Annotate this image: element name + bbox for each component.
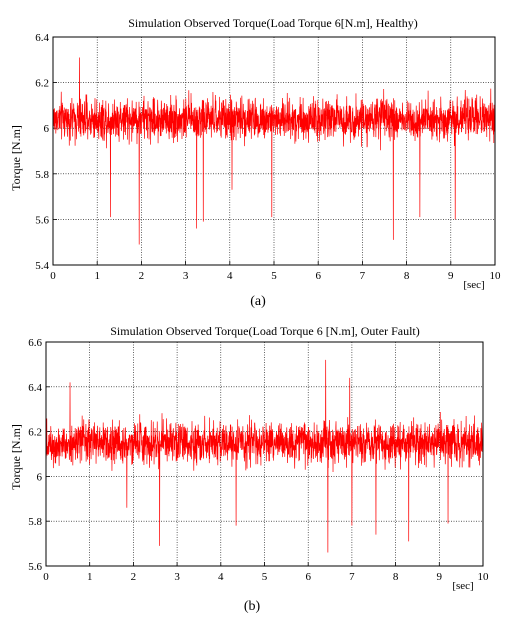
y-tick-label: 6 (37, 471, 43, 483)
x-tick-label: 10 (478, 571, 490, 583)
y-tick-label: 5.8 (35, 169, 49, 181)
series-line (52, 57, 496, 245)
y-tick-label: 5.6 (28, 561, 42, 573)
x-axis-unit: [sec] (463, 279, 484, 291)
x-tick-label: 9 (437, 571, 443, 583)
chart-panel-a: Simulation Observed Torque(Load Torque 6… (9, 16, 501, 309)
y-axis-label: Torque [N.m] (9, 125, 23, 191)
x-tick-label: 1 (94, 270, 100, 282)
plot-area: 0 1 2 3 4 5 6 7 8 9 10 5.4 5.6 5.8 6 6.2 6.4 (35, 32, 501, 282)
y-tick-label: 5.8 (28, 516, 42, 528)
x-tick-label: 2 (139, 270, 145, 282)
x-tick-label: 5 (271, 270, 277, 282)
y-tick-label: 6.2 (35, 78, 49, 90)
x-tick-label: 4 (218, 571, 224, 583)
x-tick-label: 0 (43, 571, 49, 583)
y-tick-label: 6.2 (28, 427, 42, 439)
x-tick-label: 10 (490, 270, 502, 282)
y-tick-label: 6.4 (35, 32, 49, 44)
chart-title: Simulation Observed Torque(Load Torque 6… (128, 16, 417, 30)
x-tick-label: 6 (315, 270, 321, 282)
x-tick-label: 7 (349, 571, 355, 583)
x-tick-label: 7 (360, 270, 366, 282)
subfigure-caption: (b) (244, 599, 261, 614)
x-tick-label: 3 (174, 571, 180, 583)
x-tick-label: 5 (262, 571, 268, 583)
x-tick-label: 0 (50, 270, 56, 282)
plot-frame (45, 341, 484, 567)
x-tick-label: 6 (305, 571, 311, 583)
plot-area: 0 1 2 3 4 5 6 7 8 9 10 5.6 5.8 6 6.2 6.4 6.6 (28, 337, 489, 583)
y-tick-label: 6.4 (28, 382, 42, 394)
chart-title: Simulation Observed Torque(Load Torque 6… (110, 324, 419, 338)
x-axis-unit: [sec] (452, 580, 473, 592)
y-tick-label: 6 (44, 123, 50, 135)
y-tick-label: 5.6 (35, 214, 49, 226)
y-tick-label: 5.4 (35, 260, 49, 272)
x-tick-label: 9 (448, 270, 454, 282)
y-axis-label: Torque [N.m] (9, 424, 23, 490)
x-tick-label: 8 (404, 270, 410, 282)
x-tick-label: 1 (87, 571, 93, 583)
chart-panel-b: Simulation Observed Torque(Load Torque 6… (9, 324, 489, 614)
x-tick-label: 4 (227, 270, 233, 282)
y-tick-label: 6.6 (28, 337, 42, 349)
x-tick-label: 3 (183, 270, 189, 282)
x-tick-label: 8 (393, 571, 399, 583)
series-line (45, 359, 484, 553)
subfigure-caption: (a) (250, 294, 266, 309)
plot-frame (52, 36, 496, 266)
x-tick-label: 2 (131, 571, 137, 583)
